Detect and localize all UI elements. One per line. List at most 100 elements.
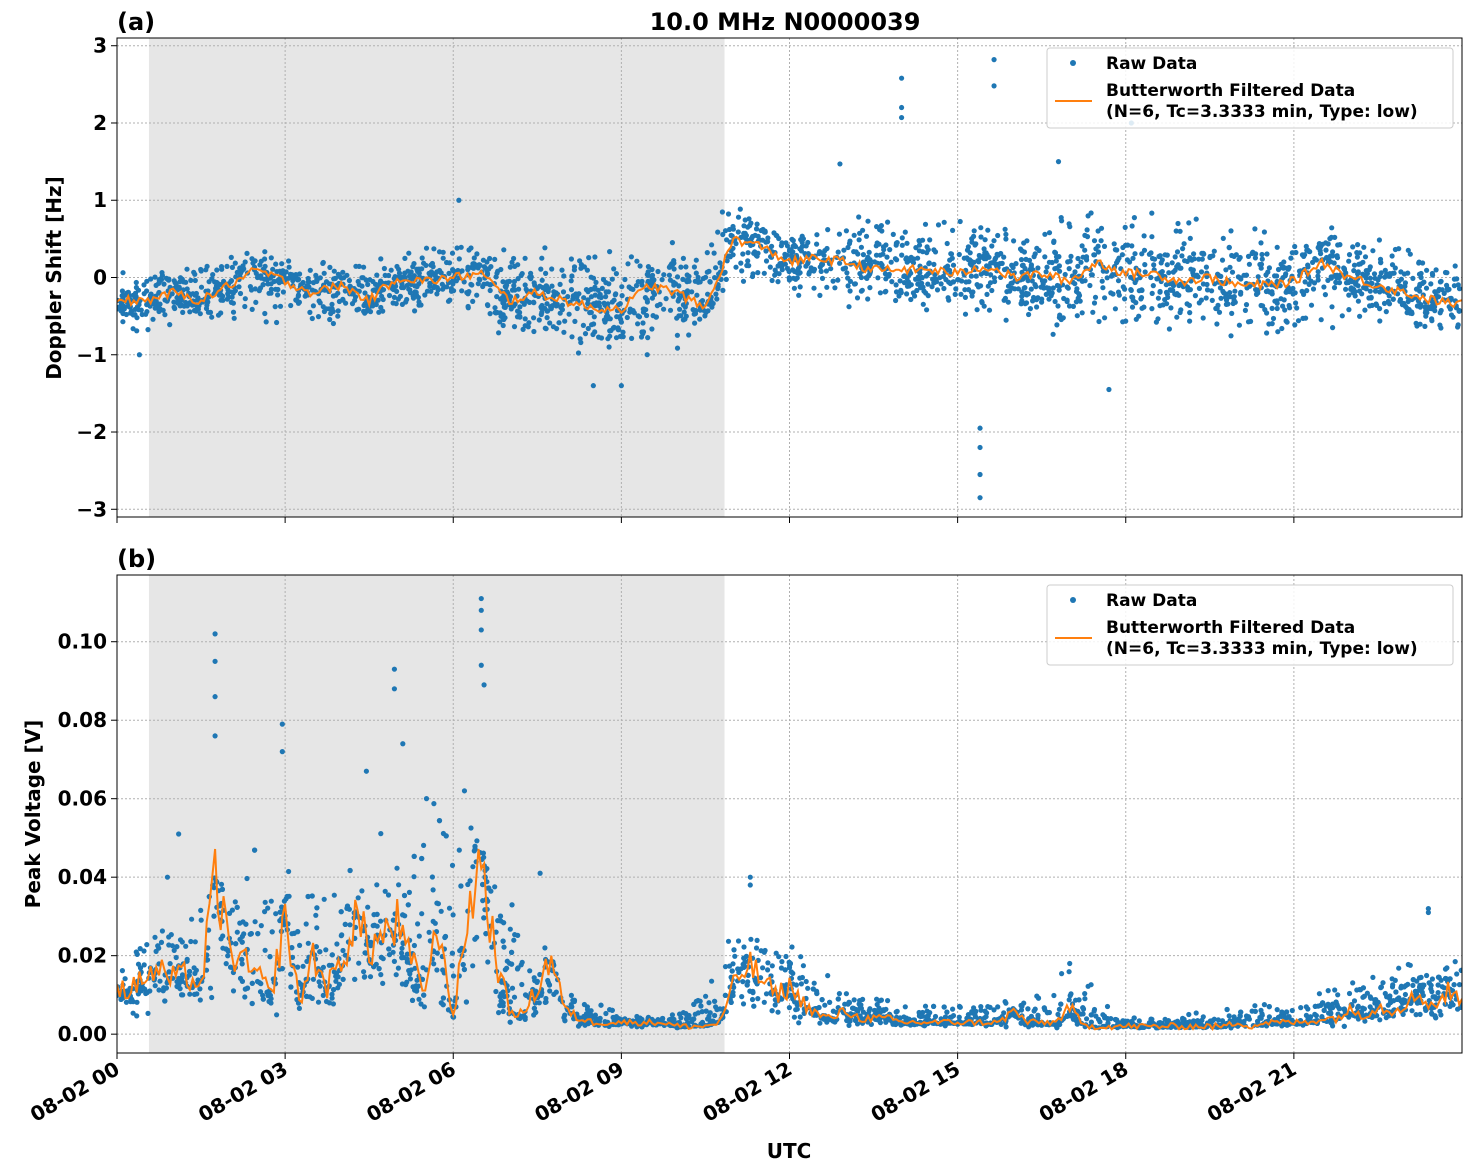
raw-data-point [447,906,452,911]
raw-data-point [1132,251,1137,256]
raw-data-point [167,322,172,327]
raw-data-point [982,253,987,258]
raw-data-point [567,312,572,317]
raw-data-point [137,352,142,357]
x-axis-label: UTC [767,1139,812,1163]
raw-data-point [748,937,753,942]
raw-data-point [1139,287,1144,292]
raw-data-point [389,268,394,273]
raw-data-point [1457,286,1462,291]
raw-data-point [697,317,702,322]
raw-data-point [317,949,322,954]
raw-data-point [724,277,729,282]
raw-data-point [1335,992,1340,997]
raw-data-point [189,917,194,922]
raw-data-point [386,946,391,951]
raw-data-point [1264,310,1269,315]
raw-data-point [220,933,225,938]
raw-data-point [1384,309,1389,314]
raw-data-point [1027,258,1032,263]
raw-data-point [188,939,193,944]
raw-data-point [900,235,905,240]
raw-data-point [569,334,574,339]
raw-data-point [224,961,229,966]
raw-data-point [1035,295,1040,300]
raw-data-point [440,967,445,972]
raw-data-point [551,324,556,329]
y-tick-label: −3 [76,497,107,521]
raw-data-point [874,253,879,258]
raw-data-point [811,286,816,291]
raw-data-point [457,948,462,953]
raw-data-point [288,303,293,308]
raw-data-point [359,888,364,893]
raw-data-point [365,905,370,910]
raw-data-point [1290,1008,1295,1013]
raw-data-point [1354,250,1359,255]
raw-data-point [464,999,469,1004]
raw-data-point [1186,220,1191,225]
raw-data-point [231,988,236,993]
raw-data-point [1300,316,1305,321]
raw-data-point [1275,245,1280,250]
raw-data-point [451,912,456,917]
raw-data-point [214,280,219,285]
raw-data-point [543,326,548,331]
raw-data-point [775,1010,780,1015]
raw-data-point [1329,274,1334,279]
raw-data-point [1260,257,1265,262]
raw-data-point [1199,251,1204,256]
raw-data-point [329,302,334,307]
raw-data-point [569,256,574,261]
panel-label-a: (a) [117,8,155,36]
raw-data-point [1056,159,1061,164]
raw-data-point [1067,221,1072,226]
raw-data-point [1398,297,1403,302]
raw-data-point [457,848,462,853]
raw-data-point [1076,997,1081,1002]
raw-data-point [1132,1015,1137,1020]
raw-data-point [296,293,301,298]
raw-data-point [620,293,625,298]
raw-data-point [1129,288,1134,293]
raw-data-point [989,288,994,293]
raw-data-point [1370,303,1375,308]
raw-data-point [421,843,426,848]
raw-data-point [1238,276,1243,281]
raw-data-point [1186,287,1191,292]
raw-data-point [288,972,293,977]
raw-data-point [523,282,528,287]
raw-data-point [269,899,274,904]
raw-data-point [1360,260,1365,265]
raw-data-point [228,965,233,970]
raw-data-point [988,280,993,285]
raw-data-point [762,950,767,955]
raw-data-point [308,268,313,273]
raw-data-point [543,271,548,276]
raw-data-point [275,292,280,297]
raw-data-point [865,296,870,301]
raw-data-point [1003,227,1008,232]
raw-data-point [501,299,506,304]
raw-data-point [825,227,830,232]
raw-data-point [904,255,909,260]
raw-data-point [1099,226,1104,231]
raw-data-point [1357,288,1362,293]
raw-data-point [434,901,439,906]
raw-data-point [422,1004,427,1009]
raw-data-point [1012,286,1017,291]
raw-data-point [796,1020,801,1025]
raw-data-point [531,329,536,334]
raw-data-point [755,996,760,1001]
raw-data-point [765,967,770,972]
raw-data-point [1387,993,1392,998]
raw-data-point [546,286,551,291]
raw-data-point [934,279,939,284]
raw-data-point [314,277,319,282]
raw-data-point [798,1014,803,1019]
raw-data-point [693,1012,698,1017]
raw-data-point [459,245,464,250]
raw-data-point [903,230,908,235]
raw-data-point [331,276,336,281]
